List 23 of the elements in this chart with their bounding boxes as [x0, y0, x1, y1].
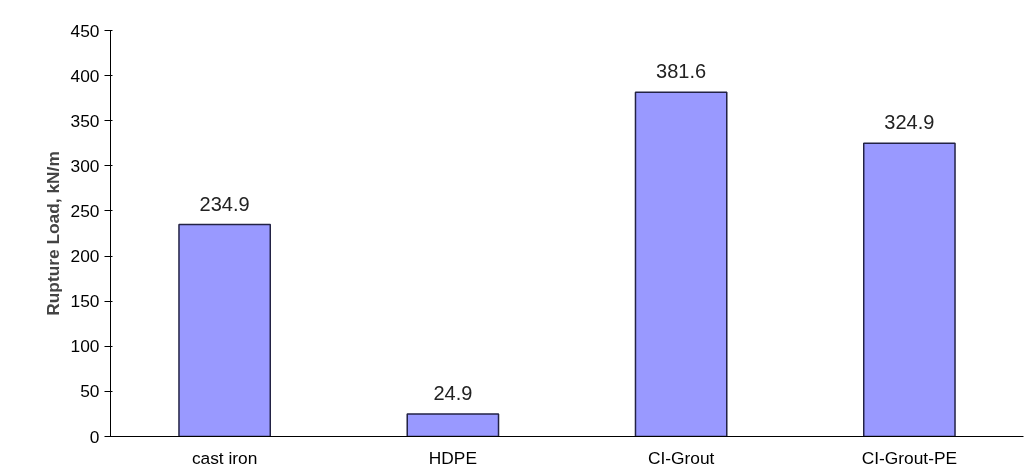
- y-tick-label: 150: [70, 291, 100, 312]
- y-tick-label: 100: [70, 336, 100, 357]
- y-tick-label: 300: [70, 155, 100, 176]
- y-axis-title: Rupture Load, kN/m: [42, 151, 63, 316]
- x-tick-label: CI-Grout-PE: [861, 447, 958, 468]
- data-label: 24.9: [433, 382, 473, 405]
- y-tick-label: 0: [89, 426, 100, 447]
- y-tick-label: 350: [70, 110, 100, 131]
- data-label: 324.9: [884, 111, 935, 134]
- x-tick-label: HDPE: [428, 447, 477, 468]
- y-tick-label: 250: [70, 200, 100, 221]
- y-tick-label: 450: [70, 20, 100, 41]
- x-tick-label: cast iron: [191, 447, 258, 468]
- y-tick-label: 50: [80, 381, 100, 402]
- data-label: 381.6: [656, 60, 707, 83]
- bar: [634, 91, 728, 437]
- bar: [862, 142, 956, 437]
- y-tick-label: 200: [70, 246, 100, 267]
- bar: [178, 223, 272, 437]
- bar: [406, 413, 500, 437]
- y-tick-label: 400: [70, 65, 100, 86]
- data-label: 234.9: [199, 192, 250, 215]
- x-tick-label: CI-Grout: [647, 447, 715, 468]
